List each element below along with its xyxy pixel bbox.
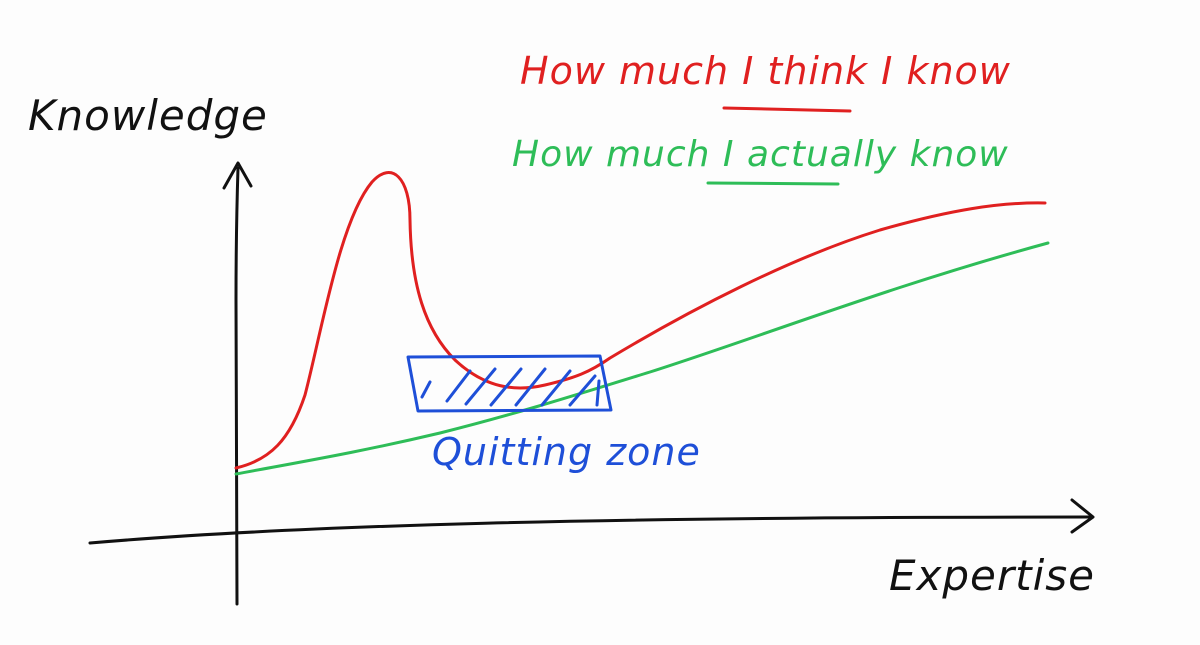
quitting-zone-hatch-4 [489,367,523,407]
quitting-zone-hatch-5 [514,367,547,407]
legend-actual-emphasis: I actually [723,134,897,175]
legend-actual-underline [706,181,840,186]
quitting-zone-hatch-3 [464,367,497,406]
quitting-zone-hatch-2 [445,369,472,403]
y-axis-label: Knowledge [28,91,268,140]
x-axis-label: Expertise [889,551,1095,600]
legend-think-prefix: How much [520,49,742,93]
legend-actual-suffix: know [910,134,1009,175]
x-axis-arrowhead [1070,498,1095,534]
y-axis-arrowhead [222,161,253,190]
quitting-zone-hatch-8 [595,379,601,407]
legend-think-underline [722,106,852,113]
legend-actual-prefix: How much [512,134,723,175]
legend-actual-text: How much I actually know [512,134,1009,175]
legend-think-emphasis: I think [742,49,869,93]
actual-knowledge-curve [234,241,1050,476]
quitting-zone-box [406,354,613,413]
x-axis-line [88,515,1092,545]
legend-think-text: How much I think I know [520,49,1011,93]
quitting-zone-hatch-1 [420,380,432,399]
quitting-zone-hatch-7 [568,374,597,407]
legend-think-suffix: I know [881,49,1011,93]
quitting-zone-label: Quitting zone [432,430,701,474]
think-knowledge-curve [234,171,1047,470]
y-axis-line [234,166,240,606]
quitting-zone-hatch-6 [540,369,572,407]
